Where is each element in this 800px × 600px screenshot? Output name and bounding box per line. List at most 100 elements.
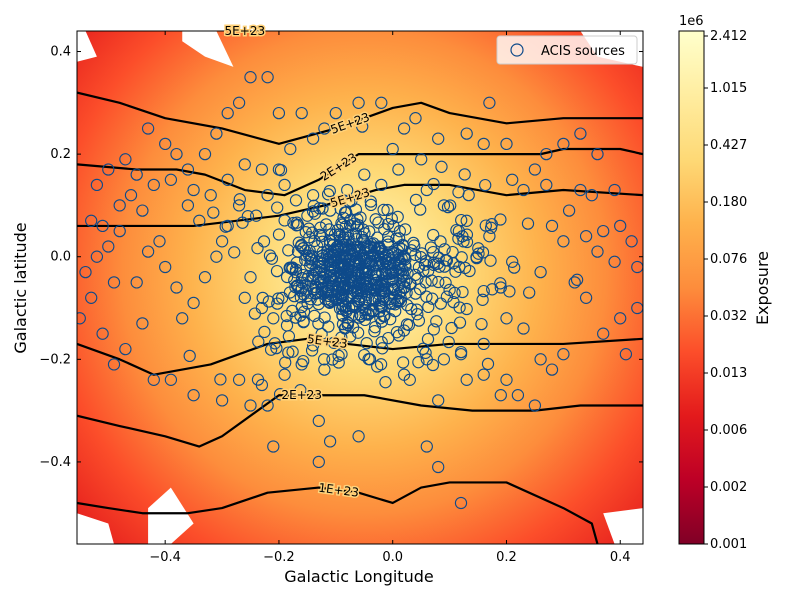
acis-source-point: [411, 308, 424, 321]
acis-source-point: [396, 356, 410, 369]
acis-source-point: [359, 303, 372, 317]
acis-source-point: [506, 173, 519, 186]
acis-source-point: [278, 368, 291, 381]
acis-source-point: [193, 214, 206, 227]
acis-source-point: [352, 96, 365, 109]
acis-source-point: [486, 283, 499, 296]
acis-source-point: [232, 373, 246, 386]
acis-source-point: [508, 261, 521, 274]
acis-source-point: [477, 368, 490, 381]
acis-source-point: [375, 178, 388, 192]
acis-source-point: [435, 160, 448, 173]
acis-source-point: [268, 337, 282, 350]
acis-source-point: [439, 276, 452, 289]
acis-source-point: [349, 227, 363, 240]
acis-source-point: [444, 199, 457, 212]
acis-source-point: [77, 312, 86, 325]
acis-source-point: [348, 217, 361, 230]
colorbar-tick-label: 0.427: [710, 138, 747, 153]
acis-source-point: [306, 132, 320, 145]
acis-source-point: [294, 291, 308, 304]
acis-source-point: [181, 163, 195, 176]
acis-source-point: [619, 348, 633, 361]
acis-source-point: [434, 235, 447, 248]
acis-source-point: [164, 373, 178, 386]
x-axis: −0.4 −0.2 0.0 0.2 0.4: [149, 31, 631, 565]
acis-source-point: [570, 273, 584, 286]
acis-source-point: [374, 358, 388, 371]
acis-source-point: [294, 309, 307, 322]
acis-source-point: [323, 435, 337, 448]
acis-source-point: [419, 276, 432, 289]
acis-source-point: [379, 376, 392, 389]
acis-source-point: [591, 147, 604, 161]
coverage-gap: [148, 487, 194, 544]
acis-source-point: [409, 248, 422, 262]
acis-source-point: [366, 305, 379, 318]
acis-source-point: [477, 137, 490, 151]
acis-source-point: [377, 286, 390, 299]
acis-source-point: [267, 312, 280, 325]
acis-source-point: [250, 209, 263, 222]
acis-source-point: [267, 440, 280, 453]
acis-source-point: [614, 312, 627, 325]
acis-source-point: [326, 234, 339, 247]
acis-source-point: [272, 228, 286, 241]
acis-source-point: [308, 234, 321, 248]
acis-source-point: [540, 178, 553, 192]
acis-source-point: [390, 326, 404, 339]
acis-source-point: [614, 219, 627, 233]
acis-source-point: [412, 356, 425, 369]
acis-source-point: [317, 353, 331, 366]
acis-source-point: [368, 321, 382, 334]
acis-source-point: [113, 224, 126, 238]
acis-source-point: [170, 281, 183, 294]
acis-source-point: [238, 291, 251, 304]
acis-source-point: [306, 189, 320, 202]
acis-source-point: [479, 178, 492, 192]
acis-source-point: [119, 342, 132, 356]
acis-source-point: [228, 246, 241, 259]
plot-frame: [76, 30, 644, 545]
x-tick-label: −0.2: [263, 550, 295, 565]
colorbar-multiplier: 1e6: [679, 14, 704, 29]
acis-source-point: [447, 257, 460, 270]
acis-source-point: [329, 106, 342, 120]
acis-source-point: [452, 224, 466, 238]
acis-source-point: [376, 342, 389, 355]
acis-source-point: [475, 317, 488, 331]
acis-source-point: [517, 183, 530, 197]
acis-source-point: [264, 343, 278, 356]
acis-source-point: [378, 309, 391, 322]
acis-source-point: [96, 219, 109, 233]
acis-source-point: [381, 235, 395, 248]
acis-source-point: [457, 235, 470, 248]
acis-source-point: [248, 307, 262, 320]
acis-source-point: [271, 201, 284, 214]
acis-source-point: [306, 269, 319, 283]
acis-source-point: [358, 313, 372, 327]
acis-source-point: [319, 293, 332, 306]
colorbar-tick-label: 0.001: [710, 537, 747, 552]
acis-source-point: [350, 220, 364, 233]
acis-source-point: [304, 253, 317, 266]
acis-source-point: [456, 285, 469, 299]
acis-source-point: [356, 120, 369, 133]
acis-source-point: [244, 271, 257, 284]
acis-source-point: [448, 286, 461, 300]
acis-source-point: [506, 255, 519, 268]
acis-source-point: [357, 252, 370, 265]
acis-source-point: [463, 264, 476, 278]
acis-source-point: [221, 173, 234, 186]
colorbar: 1e6 0.0010.0020.0060.0130.0320.0760.1800…: [678, 14, 772, 552]
acis-source-point: [85, 214, 98, 227]
acis-source-point: [273, 388, 287, 401]
acis-source-point: [372, 259, 386, 272]
colorbar-label: Exposure: [753, 251, 772, 325]
acis-source-point: [432, 460, 445, 474]
acis-source-point: [286, 345, 299, 358]
acis-source-point: [136, 317, 149, 330]
acis-source-point: [381, 203, 394, 217]
acis-source-point: [369, 284, 382, 297]
acis-source-point: [483, 230, 496, 243]
